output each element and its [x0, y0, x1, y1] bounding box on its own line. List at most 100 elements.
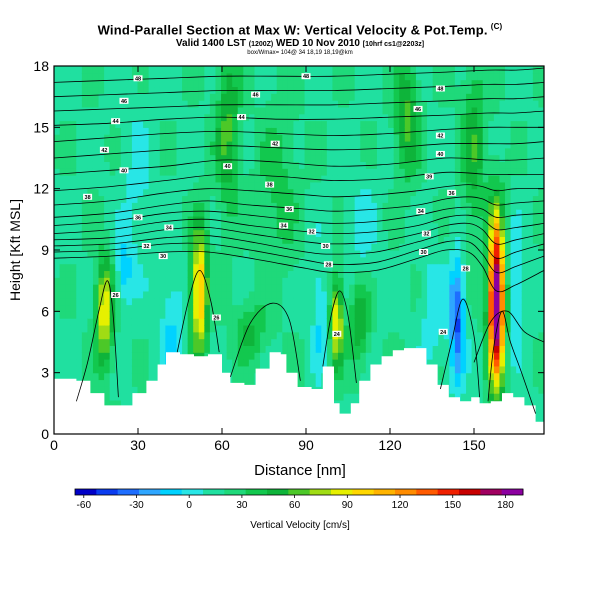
velocity-cell — [115, 188, 122, 197]
velocity-cell — [449, 195, 456, 203]
velocity-cell — [337, 399, 345, 408]
velocity-cell — [421, 195, 428, 203]
velocity-cell — [493, 93, 501, 101]
velocity-cell — [204, 338, 211, 346]
velocity-cell — [488, 134, 495, 142]
velocity-cell — [293, 100, 300, 108]
velocity-cell — [415, 222, 423, 231]
velocity-cell — [159, 284, 166, 292]
velocity-cell — [304, 352, 311, 360]
velocity-cell — [432, 345, 439, 353]
velocity-cell — [488, 270, 495, 278]
velocity-cell — [349, 113, 356, 122]
velocity-cell — [170, 284, 178, 292]
velocity-cell — [521, 331, 528, 340]
velocity-cell — [510, 284, 517, 292]
velocity-cell — [527, 113, 534, 122]
velocity-cell — [337, 168, 345, 176]
velocity-cell — [98, 324, 105, 333]
velocity-cell — [271, 256, 278, 265]
velocity-cell — [538, 243, 544, 251]
velocity-cell — [265, 100, 272, 108]
velocity-cell — [154, 284, 161, 292]
velocity-cell — [120, 263, 127, 272]
velocity-cell — [477, 127, 484, 135]
velocity-cell — [404, 154, 411, 162]
svg-text:30: 30 — [421, 250, 427, 256]
velocity-cell — [120, 284, 127, 292]
velocity-cell — [87, 290, 94, 299]
velocity-cell — [415, 134, 423, 142]
velocity-cell — [349, 79, 356, 88]
velocity-cell — [410, 188, 417, 197]
velocity-cell — [438, 345, 445, 353]
velocity-cell — [170, 66, 178, 74]
velocity-cell — [120, 304, 127, 312]
velocity-cell — [65, 195, 72, 203]
velocity-cell — [432, 270, 439, 278]
velocity-cell — [148, 161, 155, 169]
velocity-cell — [354, 359, 361, 367]
velocity-cell — [415, 250, 423, 258]
velocity-cell — [154, 243, 161, 251]
velocity-cell — [321, 331, 328, 340]
velocity-cell — [265, 127, 272, 135]
velocity-cell — [126, 324, 133, 333]
velocity-cell — [159, 338, 166, 346]
velocity-cell — [332, 154, 339, 162]
velocity-cell — [165, 181, 172, 190]
theta-contour — [54, 141, 544, 159]
velocity-cell — [326, 277, 334, 285]
velocity-cell — [304, 372, 311, 381]
velocity-cell — [243, 277, 250, 285]
velocity-cell — [137, 386, 144, 394]
velocity-cell — [516, 345, 523, 353]
velocity-cell — [538, 263, 544, 272]
velocity-cell — [98, 106, 105, 115]
velocity-cell — [399, 154, 406, 162]
velocity-cell — [499, 372, 506, 381]
velocity-cell — [104, 324, 111, 333]
velocity-cell — [471, 86, 478, 94]
velocity-cell — [337, 113, 345, 122]
velocity-cell — [427, 127, 434, 135]
velocity-cell — [109, 236, 116, 244]
velocity-cell — [349, 359, 356, 367]
velocity-cell — [449, 263, 456, 272]
velocity-cell — [243, 106, 250, 115]
velocity-cell — [98, 175, 105, 183]
velocity-cell — [505, 195, 512, 203]
velocity-cell — [343, 100, 350, 108]
velocity-cell — [505, 202, 512, 210]
velocity-cell — [193, 209, 200, 217]
velocity-cell — [87, 386, 94, 394]
velocity-cell — [482, 202, 489, 210]
velocity-cell — [365, 277, 372, 285]
velocity-cell — [393, 100, 400, 108]
velocity-cell — [482, 250, 489, 258]
velocity-cell — [243, 250, 250, 258]
chart-title: Wind-Parallel Section at Max W: Vertical… — [97, 22, 503, 38]
velocity-cell — [449, 243, 456, 251]
velocity-cell — [454, 311, 462, 319]
velocity-cell — [538, 195, 544, 203]
velocity-cell — [505, 140, 512, 149]
velocity-cell — [365, 215, 372, 224]
velocity-cell — [443, 147, 450, 156]
velocity-cell — [304, 79, 311, 88]
velocity-cell — [143, 277, 150, 285]
velocity-cell — [237, 297, 244, 306]
velocity-cell — [304, 181, 311, 190]
velocity-cell — [137, 372, 144, 381]
velocity-cell — [299, 100, 306, 108]
velocity-cell — [204, 147, 211, 156]
velocity-cell — [510, 372, 517, 381]
velocity-cell — [521, 352, 528, 360]
velocity-cell — [449, 352, 456, 360]
velocity-cell — [326, 215, 334, 224]
velocity-cell — [287, 243, 295, 251]
velocity-cell — [499, 120, 506, 128]
velocity-cell — [59, 338, 66, 346]
velocity-cell — [81, 297, 89, 306]
velocity-cell — [204, 154, 211, 162]
